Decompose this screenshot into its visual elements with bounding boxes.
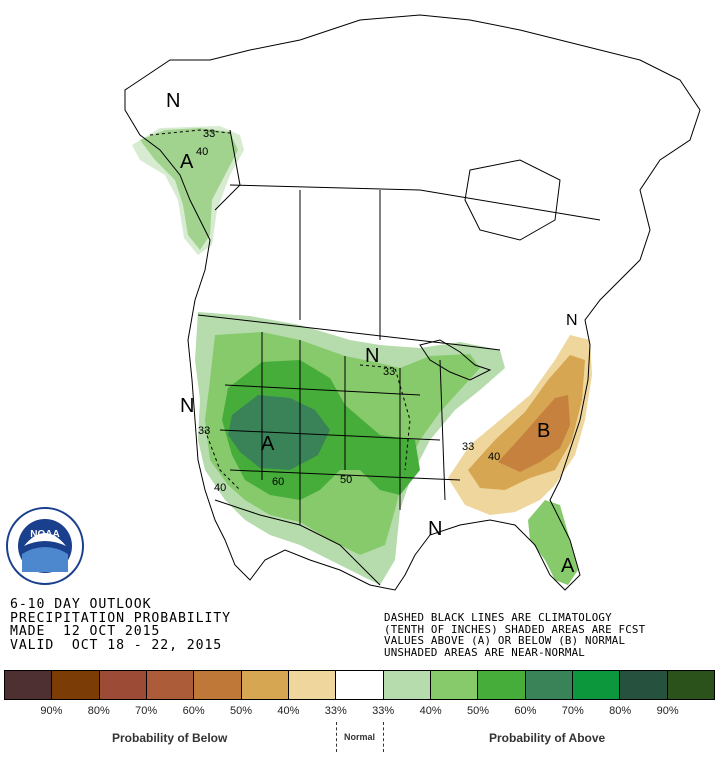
plains-n-label: N xyxy=(365,345,379,367)
state-line-7 xyxy=(219,429,441,441)
note-line-1: DASHED BLACK LINES ARE CLIMATOLOGY xyxy=(384,611,612,624)
legend-label-13: 90% xyxy=(656,705,679,717)
legend-label-7: 33% xyxy=(372,705,395,717)
province-line-1 xyxy=(229,184,601,221)
legend-swatch-5 xyxy=(241,671,289,699)
state-line-5 xyxy=(439,359,446,501)
legend-swatch-2 xyxy=(99,671,147,699)
maine-n-label: N xyxy=(566,312,578,329)
legend-swatch-3 xyxy=(146,671,195,699)
note-line-4: UNSHADED AREAS ARE NEAR-NORMAL xyxy=(384,645,586,659)
outlook-info: 6-10 DAY OUTLOOK PRECIPITATION PROBABILIT… xyxy=(10,598,231,652)
east-b-label: B xyxy=(537,420,550,442)
map-outlines xyxy=(124,14,701,591)
legend-divider-left xyxy=(336,722,337,752)
florida-above-region xyxy=(528,500,578,585)
outlook-subtitle: PRECIPITATION PROBABILITY xyxy=(10,610,231,626)
great-lakes xyxy=(419,339,492,381)
contour-label-sw-40: 40 xyxy=(214,482,226,494)
contour-label-ak-40: 40 xyxy=(196,146,208,158)
florida-a-label: A xyxy=(561,555,575,577)
legend-divider-right xyxy=(383,722,384,752)
noaa-logo-wave xyxy=(22,547,68,572)
legend-normal-caption: Normal xyxy=(344,732,376,742)
legend-labels: 90% 80% 70% 60% 50% 40% 33% 33% 40% 50% 60% 70% 80% 9… xyxy=(4,705,715,719)
note-line-3: VALUES ABOVE (A) OR BELOW (B) NORMAL xyxy=(384,634,626,647)
legend-label-0: 90% xyxy=(40,705,63,717)
canada-us-border xyxy=(197,314,501,351)
contour-label-ak-33: 33 xyxy=(203,128,215,140)
legend-swatch-0 xyxy=(5,671,53,699)
legend-label-3: 60% xyxy=(182,705,205,717)
north-america-coastline xyxy=(124,14,701,591)
legend-swatch-9 xyxy=(430,671,479,699)
legend-label-5: 40% xyxy=(277,705,300,717)
east-below-region-40 xyxy=(468,355,585,490)
legend-swatch-1 xyxy=(52,671,100,699)
east-below-region-50 xyxy=(498,395,570,472)
legend-swatch-13 xyxy=(620,671,668,699)
legend-swatch-4 xyxy=(194,671,242,699)
contour-label-east-40: 40 xyxy=(488,451,500,463)
legend-swatch-11 xyxy=(525,671,573,699)
climatology-line-1 xyxy=(149,129,231,136)
state-line-6 xyxy=(224,384,421,396)
outlook-title: 6-10 DAY OUTLOOK xyxy=(10,597,152,612)
climatology-lines xyxy=(149,129,411,491)
legend-label-6: 33% xyxy=(324,705,347,717)
legend-label-11: 70% xyxy=(561,705,584,717)
outlook-made-date: MADE 12 OCT 2015 xyxy=(10,624,161,639)
legend-swatch-14 xyxy=(667,671,714,699)
legend-swatch-7 xyxy=(336,671,384,699)
legend-label-10: 60% xyxy=(514,705,537,717)
precipitation-outlook-map: N A N N N A B A N 33 40 33 33 40 60 50 4… xyxy=(6,14,701,591)
contour-label-rockies-60: 60 xyxy=(272,476,284,488)
climatology-line-2 xyxy=(359,364,411,471)
legend-swatch-8 xyxy=(383,671,431,699)
contour-label-plains-50: 50 xyxy=(340,474,352,486)
contour-label-west-33: 33 xyxy=(198,425,210,437)
legend-label-9: 50% xyxy=(466,705,490,717)
north-n-label: N xyxy=(166,90,180,112)
map-notes: DASHED BLACK LINES ARE CLIMATOLOGY (TENTH… xyxy=(384,612,645,658)
noaa-logo-text: NOAA xyxy=(30,529,59,540)
climatology-line-3 xyxy=(204,429,241,491)
noaa-logo-bird xyxy=(24,533,66,546)
state-line-8 xyxy=(229,469,461,481)
legend-swatch-6 xyxy=(288,671,337,699)
southeast-n-label: N xyxy=(428,518,442,540)
contour-label-mid-33: 33 xyxy=(462,441,474,453)
rockies-a-label: A xyxy=(261,433,275,455)
alaska-above-region-light xyxy=(132,126,244,255)
legend-label-2: 70% xyxy=(135,705,158,717)
legend-swatch-12 xyxy=(572,671,621,699)
outlook-valid-dates: VALID OCT 18 - 22, 2015 xyxy=(10,637,223,653)
west-n-label: N xyxy=(180,395,194,417)
shaded-regions xyxy=(132,126,592,585)
legend-label-8: 40% xyxy=(419,705,442,717)
legend-above-caption: Probability of Above xyxy=(489,731,606,745)
legend-label-4: 50% xyxy=(229,705,253,717)
alaska-a-label: A xyxy=(180,151,194,173)
legend-label-1: 80% xyxy=(87,705,110,717)
legend-label-12: 80% xyxy=(609,705,632,717)
hudson-bay xyxy=(464,159,561,241)
legend-swatch-10 xyxy=(478,671,526,699)
noaa-logo: NOAA xyxy=(6,507,84,585)
legend-below-caption: Probability of Below xyxy=(112,731,228,745)
note-line-2: (TENTH OF INCHES) SHADED AREAS ARE FCST xyxy=(384,622,646,636)
legend-color-bar xyxy=(4,670,715,700)
contour-label-great-lakes-33: 33 xyxy=(383,366,395,378)
